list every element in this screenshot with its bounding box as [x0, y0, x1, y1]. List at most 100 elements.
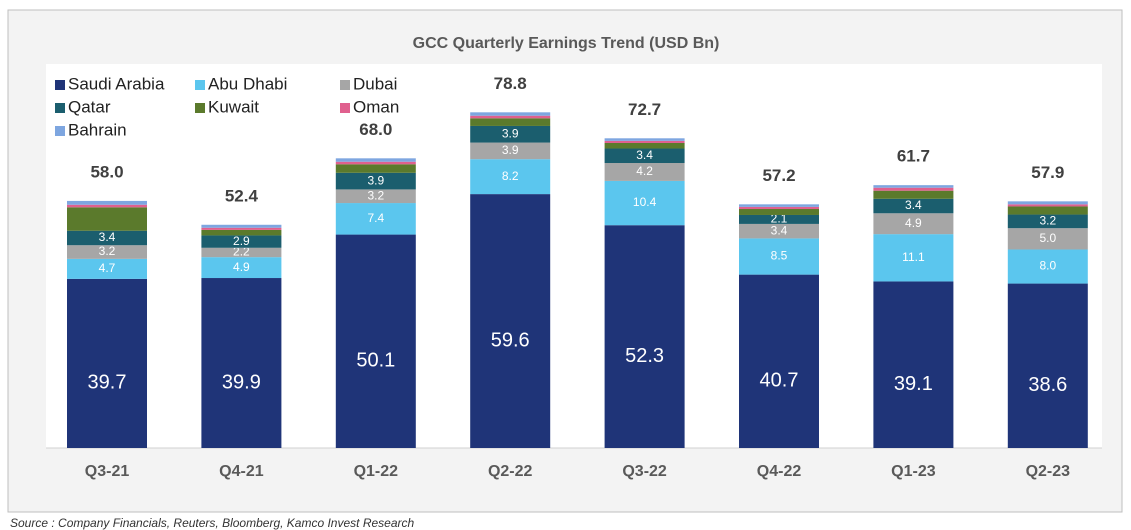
bar-segment — [604, 142, 685, 149]
data-label: 38.6 — [1028, 374, 1067, 396]
data-label: 8.0 — [1039, 259, 1056, 273]
bar-segment — [739, 206, 819, 210]
total-label: 58.0 — [90, 162, 123, 181]
bar-segment — [67, 204, 147, 208]
total-label: 57.9 — [1031, 163, 1064, 182]
bar-segment — [335, 189, 416, 204]
bar-segment — [1007, 249, 1088, 284]
bar-segment — [739, 274, 819, 448]
data-label: 3.9 — [502, 143, 519, 157]
total-label: 57.2 — [762, 166, 795, 185]
bar-segment — [739, 223, 819, 239]
bar-segment — [1007, 204, 1088, 207]
bar-segment — [470, 142, 551, 160]
x-tick-label: Q3-21 — [85, 463, 130, 480]
bar-segment — [470, 118, 551, 126]
bar-segment — [873, 198, 954, 214]
bar-segment — [873, 187, 954, 191]
legend-swatch — [55, 80, 65, 90]
bar-segment — [67, 258, 147, 279]
bar-segment — [67, 278, 147, 448]
source-note: Source : Company Financials, Reuters, Bl… — [10, 516, 415, 530]
bar-segment — [335, 172, 416, 190]
bar-segment — [335, 161, 416, 165]
data-label: 4.9 — [233, 260, 250, 274]
data-label: 2.9 — [233, 234, 250, 248]
legend-label: Bahrain — [68, 120, 127, 139]
legend-label: Dubai — [353, 74, 397, 93]
bar-segment — [470, 115, 551, 119]
bar-segment — [739, 238, 819, 275]
bar-segment — [1007, 228, 1088, 250]
data-label: 40.7 — [760, 370, 799, 392]
bar-segment — [873, 190, 954, 199]
bar-segment — [470, 159, 551, 195]
bar-segment — [604, 138, 685, 141]
data-label: 3.2 — [367, 188, 384, 202]
bar-segment — [335, 158, 416, 162]
data-label: 8.2 — [502, 169, 519, 183]
x-tick-label: Q1-22 — [354, 463, 399, 480]
bar-segment — [604, 148, 685, 164]
legend-swatch — [55, 126, 65, 136]
legend-label: Saudi Arabia — [68, 74, 165, 93]
data-label: 3.4 — [99, 230, 116, 244]
chart-title: GCC Quarterly Earnings Trend (USD Bn) — [413, 35, 720, 52]
data-label: 3.2 — [1039, 214, 1056, 228]
bar-segment — [604, 225, 685, 448]
legend-label: Oman — [353, 97, 399, 116]
x-tick-label: Q2-23 — [1026, 463, 1071, 480]
bar-segment — [335, 203, 416, 235]
data-label: 39.9 — [222, 371, 261, 393]
bar-segment — [201, 247, 282, 258]
x-tick-label: Q4-21 — [219, 463, 264, 480]
bar-segment — [201, 257, 282, 279]
bar-segment — [739, 209, 819, 215]
total-label: 52.4 — [225, 186, 259, 205]
data-label: 3.4 — [771, 223, 788, 237]
bar-segment — [67, 245, 147, 259]
legend-swatch — [55, 103, 65, 113]
bar-segment — [873, 185, 954, 188]
bar-segment — [201, 278, 282, 448]
bar-segment — [1007, 214, 1088, 229]
data-label: 3.4 — [636, 148, 653, 162]
data-label: 3.2 — [99, 244, 116, 258]
bar-segment — [1007, 206, 1088, 215]
bar-segment — [604, 163, 685, 181]
data-label: 11.1 — [902, 250, 925, 264]
bar-segment — [739, 204, 819, 207]
bar-segment — [335, 164, 416, 173]
data-label: 2.2 — [233, 245, 250, 259]
legend-swatch — [340, 103, 350, 113]
data-label: 3.9 — [502, 126, 519, 140]
legend-label: Abu Dhabi — [208, 74, 287, 93]
bar-segment — [1007, 201, 1088, 205]
total-label: 68.0 — [359, 120, 392, 139]
x-tick-label: Q2-22 — [488, 463, 533, 480]
bar-segment — [1007, 283, 1088, 448]
bar-segment — [201, 227, 282, 230]
total-label: 72.7 — [628, 100, 661, 119]
legend-label: Qatar — [68, 97, 111, 116]
data-label: 3.4 — [905, 198, 922, 212]
bar-segment — [335, 234, 416, 448]
bar-segment — [470, 112, 551, 116]
bar-segment — [873, 281, 954, 448]
bar-segment — [873, 234, 954, 282]
data-label: 3.9 — [367, 173, 384, 187]
bar-segment — [201, 229, 282, 236]
bar-segment — [873, 213, 954, 235]
x-tick-label: Q3-22 — [622, 463, 667, 480]
data-label: 39.1 — [894, 373, 933, 395]
bar-segment — [604, 140, 685, 143]
bar-segment — [201, 224, 282, 228]
data-label: 4.7 — [99, 261, 116, 275]
legend-label: Kuwait — [208, 97, 259, 116]
data-label: 8.5 — [771, 249, 788, 263]
x-tick-label: Q1-23 — [891, 463, 936, 480]
bar-segment — [67, 200, 147, 205]
x-tick-label: Q4-22 — [757, 463, 802, 480]
